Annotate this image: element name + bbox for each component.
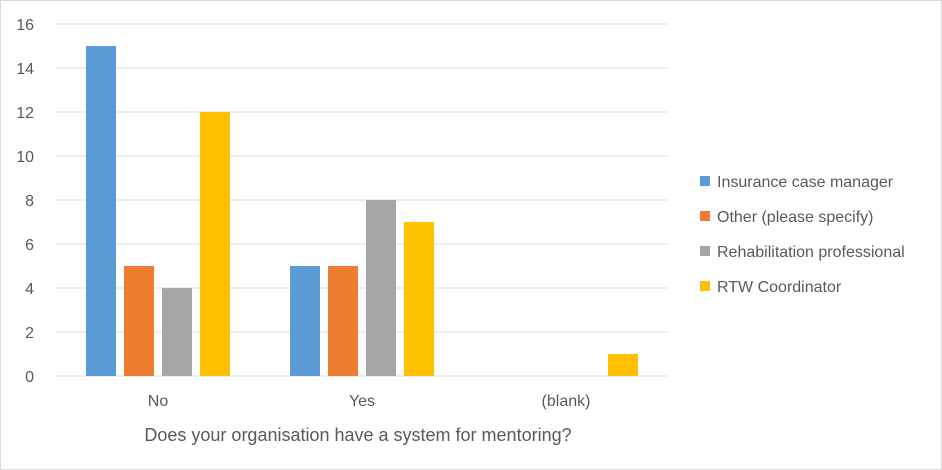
bar-rtw-coordinator-yes bbox=[404, 222, 434, 376]
bar-rtw-coordinator-blank bbox=[608, 354, 638, 376]
legend-label: Other (please specify) bbox=[717, 209, 874, 226]
legend-label: RTW Coordinator bbox=[717, 279, 842, 296]
bar-rehabilitation-professional-yes bbox=[366, 200, 396, 376]
legend-swatch bbox=[700, 246, 710, 256]
y-tick-label: 4 bbox=[25, 281, 34, 298]
legend-swatch bbox=[700, 281, 710, 291]
y-tick-label: 0 bbox=[25, 369, 34, 386]
bar-other-please-specify-yes bbox=[328, 266, 358, 376]
legend-item: RTW Coordinator bbox=[700, 279, 842, 296]
legend-item: Rehabilitation professional bbox=[700, 244, 905, 261]
gridlines bbox=[56, 23, 668, 377]
bar-other-please-specify-no bbox=[124, 266, 154, 376]
x-tick-label: No bbox=[148, 393, 169, 410]
x-tick-label: Yes bbox=[349, 393, 375, 410]
bars bbox=[86, 46, 638, 376]
legend-swatch bbox=[700, 211, 710, 221]
y-tick-label: 6 bbox=[25, 237, 34, 254]
bar-insurance-case-manager-yes bbox=[290, 266, 320, 376]
legend-item: Other (please specify) bbox=[700, 209, 874, 226]
x-tick-label: (blank) bbox=[542, 393, 591, 410]
legend-label: Rehabilitation professional bbox=[717, 244, 905, 261]
y-tick-label: 2 bbox=[25, 325, 34, 342]
bar-insurance-case-manager-no bbox=[86, 46, 116, 376]
y-axis-ticks: 0 2 4 6 8 10 12 14 16 bbox=[16, 17, 34, 386]
legend: Insurance case manager Other (please spec… bbox=[700, 174, 905, 296]
bar-rehabilitation-professional-no bbox=[162, 288, 192, 376]
legend-label: Insurance case manager bbox=[717, 174, 894, 191]
bar-rtw-coordinator-no bbox=[200, 112, 230, 376]
legend-item: Insurance case manager bbox=[700, 174, 894, 191]
y-tick-label: 8 bbox=[25, 193, 34, 210]
y-tick-label: 10 bbox=[16, 149, 34, 166]
legend-swatch bbox=[700, 176, 710, 186]
y-tick-label: 14 bbox=[16, 61, 34, 78]
x-axis-ticks: No Yes (blank) bbox=[148, 393, 591, 410]
y-tick-label: 16 bbox=[16, 17, 34, 34]
y-tick-label: 12 bbox=[16, 105, 34, 122]
x-axis-title: Does your organisation have a system for… bbox=[144, 425, 571, 445]
